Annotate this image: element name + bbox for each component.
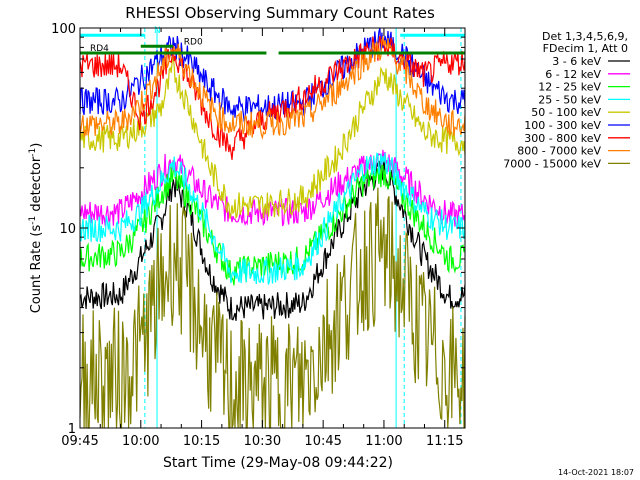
- legend-entry-label: 25 - 50 keV: [538, 93, 601, 106]
- x-tick-label: 10:15: [183, 434, 220, 449]
- x-tick-label: 10:30: [244, 434, 281, 449]
- x-tick-label: 11:15: [426, 434, 463, 449]
- series-line: [79, 35, 466, 160]
- legend-entry-label: 50 - 100 keV: [531, 106, 601, 119]
- segment-bar-label: RD4: [90, 44, 109, 54]
- series-line: [79, 36, 466, 140]
- series-line: [79, 152, 466, 285]
- y-axis-label: Count Rate (s-1 detector-1): [28, 143, 44, 314]
- series-line: [79, 187, 466, 429]
- legend-header: Det 1,3,4,5,6,9,: [542, 30, 628, 43]
- legend-entry-label: 12 - 25 keV: [538, 81, 601, 94]
- y-axis-label-main: Count Rate (s: [29, 225, 44, 314]
- x-tick-label: 09:45: [61, 434, 98, 449]
- legend-entry-label: 3 - 6 keV: [552, 55, 601, 68]
- series-line: [79, 156, 466, 321]
- y-tick-label: 1: [68, 422, 76, 437]
- segment-bar-label: RD0: [184, 37, 203, 47]
- y-axis-label-tail: detector: [29, 156, 44, 216]
- legend-entry-label: 300 - 800 keV: [524, 132, 601, 145]
- x-tick-label: 11:00: [365, 434, 402, 449]
- legend-entry-label: 6 - 12 keV: [545, 68, 601, 81]
- plot-area: N RD0 RD4: [79, 26, 466, 429]
- legend-entry-label: 800 - 7000 keV: [517, 145, 601, 158]
- legend: Det 1,3,4,5,6,9,FDecim 1, Att 03 - 6 keV…: [503, 30, 630, 170]
- x-tick-label: 10:00: [122, 434, 159, 449]
- series-line: [79, 56, 466, 220]
- legend-entry-label: 100 - 300 keV: [524, 119, 601, 132]
- y-axis-label-sup2: -1: [28, 148, 38, 157]
- series-line: [79, 149, 466, 229]
- legend-entry-label: 7000 - 15000 keV: [503, 157, 601, 170]
- axes: 09:45 10:00 10:15 10:30 10:45 11:00 11:15 1 10 10…: [51, 22, 466, 449]
- x-tick-label: 10:45: [304, 434, 341, 449]
- footer-timestamp: 14-Oct-2021 18:07: [558, 468, 634, 477]
- y-axis-label-sup: -1: [28, 216, 38, 225]
- y-tick-label: 100: [51, 22, 76, 37]
- y-axis-label-end: ): [29, 143, 44, 148]
- y-tick-label: 10: [59, 222, 76, 237]
- chart-title: RHESSI Observing Summary Count Rates: [125, 4, 435, 22]
- legend-header: FDecim 1, Att 0: [543, 42, 628, 55]
- x-axis-label: Start Time (29-May-08 09:44:22): [163, 455, 393, 471]
- segment-bar-label: N: [154, 26, 161, 36]
